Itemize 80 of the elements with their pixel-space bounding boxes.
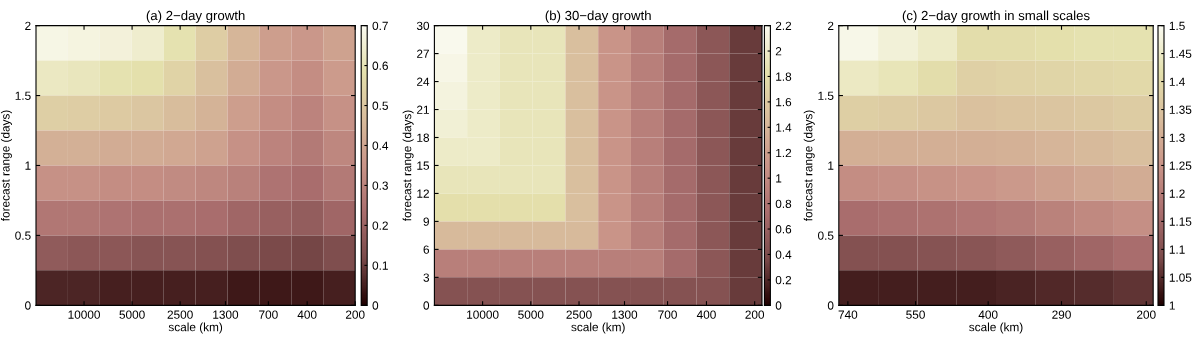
y-axis-title: forecast range (days) (0, 110, 12, 222)
x-tick-label: 1300 (612, 310, 638, 319)
chart-title: (a) 2−day growth (146, 10, 245, 23)
color-bar-label: 0.2 (372, 221, 388, 230)
color-bar-label: 1.2 (776, 148, 792, 158)
y-tick-label: 15 (417, 161, 430, 170)
x-tick-label: 10000 (467, 310, 499, 319)
chart-title: (b) 30−day growth (545, 10, 651, 23)
color-bar-label: 1 (1169, 301, 1175, 310)
y-tick-label: 27 (417, 49, 429, 58)
x-tick-label: 10000 (68, 310, 100, 319)
color-bar-label: 1.05 (1169, 273, 1192, 282)
x-tick-label: 400 (696, 310, 716, 319)
x-tick-label: 200 (345, 310, 365, 319)
color-bar-label: 1.5 (1169, 21, 1185, 31)
y-tick-label: 18 (417, 133, 430, 142)
color-bar-label: 1.6 (776, 97, 792, 107)
x-tick-label: 740 (838, 310, 858, 319)
color-bar-label: 1 (776, 174, 782, 183)
x-tick-label: 290 (1052, 310, 1071, 319)
x-tick-label: 2500 (167, 310, 193, 319)
color-bar-label: 0.6 (775, 225, 792, 234)
x-tick-label: 700 (259, 310, 278, 319)
color-bar-label: 0.7 (372, 21, 388, 31)
color-bar-label: 1.2 (1169, 189, 1185, 198)
color-bar-label: 1.4 (1169, 77, 1185, 86)
y-tick-label: 6 (423, 245, 430, 254)
color-bar-label: 1.1 (1169, 245, 1185, 254)
x-tick-label: 5000 (119, 310, 145, 319)
x-axis-title: scale (km) (168, 322, 223, 334)
x-tick-label: 1300 (213, 310, 239, 319)
color-bar-label: 0.8 (775, 199, 792, 208)
y-tick-label: 1.5 (15, 91, 31, 100)
color-bar-label: 1.3 (1169, 133, 1185, 142)
y-axis-title: forecast range (days) (803, 110, 815, 222)
color-bar-label: 2.2 (775, 21, 792, 30)
chart-title: (c) 2−day growth in small scales (902, 10, 1090, 23)
color-bar-label: 1.25 (1169, 161, 1192, 170)
color-bar-label: 1.15 (1169, 217, 1192, 226)
y-tick-label: 12 (417, 189, 429, 198)
color-bar-label: 0.1 (372, 261, 388, 270)
y-tick-label: 1 (25, 161, 31, 170)
x-tick-label: 700 (658, 310, 677, 319)
color-bar-label: 0.5 (372, 101, 388, 110)
y-tick-label: 9 (423, 217, 429, 226)
y-tick-label: 2 (827, 21, 834, 30)
y-tick-label: 30 (416, 21, 430, 31)
color-bar-label: 2 (775, 47, 782, 56)
y-tick-label: 1 (828, 161, 834, 170)
y-tick-label: 1.5 (818, 91, 834, 100)
color-bar-label: 0.6 (372, 61, 388, 70)
y-axis-title: forecast range (days) (402, 110, 414, 222)
x-tick-label: 2500 (566, 310, 592, 319)
x-axis-title: scale (km) (969, 322, 1023, 334)
color-bar-label: 0.4 (775, 250, 792, 259)
x-tick-label: 200 (1137, 310, 1156, 319)
y-tick-label: 0 (423, 301, 430, 310)
x-axis-title: scale (km) (571, 322, 625, 334)
y-tick-label: 2 (25, 21, 31, 30)
color-bar-label: 1.8 (776, 72, 792, 81)
color-bar-label: 1.35 (1169, 105, 1192, 114)
color-bar-label: 0.4 (372, 141, 389, 150)
y-tick-label: 0 (827, 301, 834, 310)
y-tick-label: 24 (417, 77, 430, 86)
x-tick-label: 550 (906, 310, 925, 319)
y-tick-label: 21 (417, 105, 429, 114)
y-tick-label: 0.5 (15, 231, 31, 240)
y-tick-label: 0 (25, 301, 31, 310)
x-tick-label: 5000 (518, 310, 544, 319)
color-bar-label: 0.3 (372, 181, 388, 190)
x-tick-label: 400 (297, 310, 317, 319)
color-bar-label: 0 (775, 301, 782, 310)
x-tick-label: 400 (978, 310, 998, 319)
color-bar-label: 1.4 (776, 123, 792, 132)
x-tick-label: 200 (745, 310, 765, 319)
color-bar-label: 0.2 (775, 275, 792, 285)
color-bar-label: 0 (372, 301, 379, 310)
color-bar-label: 1.45 (1169, 49, 1192, 58)
y-tick-label: 0.5 (817, 231, 834, 240)
y-tick-label: 3 (423, 273, 430, 282)
